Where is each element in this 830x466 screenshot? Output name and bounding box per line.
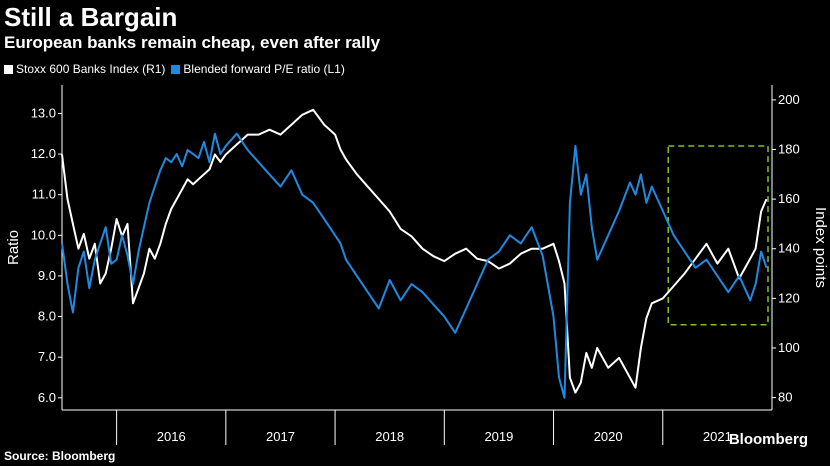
chart-subtitle: European banks remain cheap, even after … — [4, 33, 381, 52]
x-tick-label: 2020 — [594, 429, 623, 444]
left-tick-label: 11.0 — [32, 187, 56, 202]
left-tick-label: 13.0 — [31, 105, 56, 120]
right-tick-label: 100 — [778, 340, 800, 355]
left-tick-label: 8.0 — [38, 309, 56, 324]
legend-item-pe: Blended forward P/E ratio (L1) — [171, 62, 345, 76]
y-axis-right-label: Index points — [812, 207, 829, 288]
left-tick-label: 7.0 — [38, 349, 56, 364]
right-tick-label: 160 — [778, 191, 800, 206]
source-note: Source: Bloomberg — [4, 449, 116, 463]
legend-swatch-white — [4, 64, 13, 74]
x-tick-label: 2018 — [375, 429, 404, 444]
x-tick-label: 2016 — [157, 429, 186, 444]
highlight-box — [667, 145, 769, 326]
right-tick-label: 120 — [778, 290, 800, 305]
left-tick-label: 6.0 — [38, 390, 56, 405]
chart-legend: Stoxx 600 Banks Index (R1) Blended forwa… — [4, 62, 345, 76]
right-tick-label: 140 — [778, 241, 800, 256]
left-tick-label: 12.0 — [31, 146, 56, 161]
y-axis-left-label: Ratio — [5, 230, 22, 265]
legend-label-stoxx: Stoxx 600 Banks Index (R1) — [16, 62, 166, 76]
x-tick-label: 2019 — [484, 429, 513, 444]
brand-logo: Bloomberg — [728, 431, 808, 448]
x-tick-label: 2021 — [703, 429, 732, 444]
series-line-stoxx — [61, 108, 768, 394]
left-tick-label: 10.0 — [31, 227, 56, 242]
right-tick-label: 200 — [778, 92, 800, 107]
legend-label-pe: Blended forward P/E ratio (L1) — [183, 62, 345, 76]
right-tick-label: 180 — [778, 142, 800, 157]
x-tick-label: 2017 — [266, 429, 295, 444]
series-line-pe — [61, 132, 768, 399]
chart-title: Still a Bargain — [4, 2, 178, 32]
legend-swatch-blue — [171, 64, 181, 74]
left-tick-label: 9.0 — [38, 268, 56, 283]
right-tick-label: 80 — [778, 390, 792, 405]
legend-item-stoxx: Stoxx 600 Banks Index (R1) — [4, 62, 165, 76]
